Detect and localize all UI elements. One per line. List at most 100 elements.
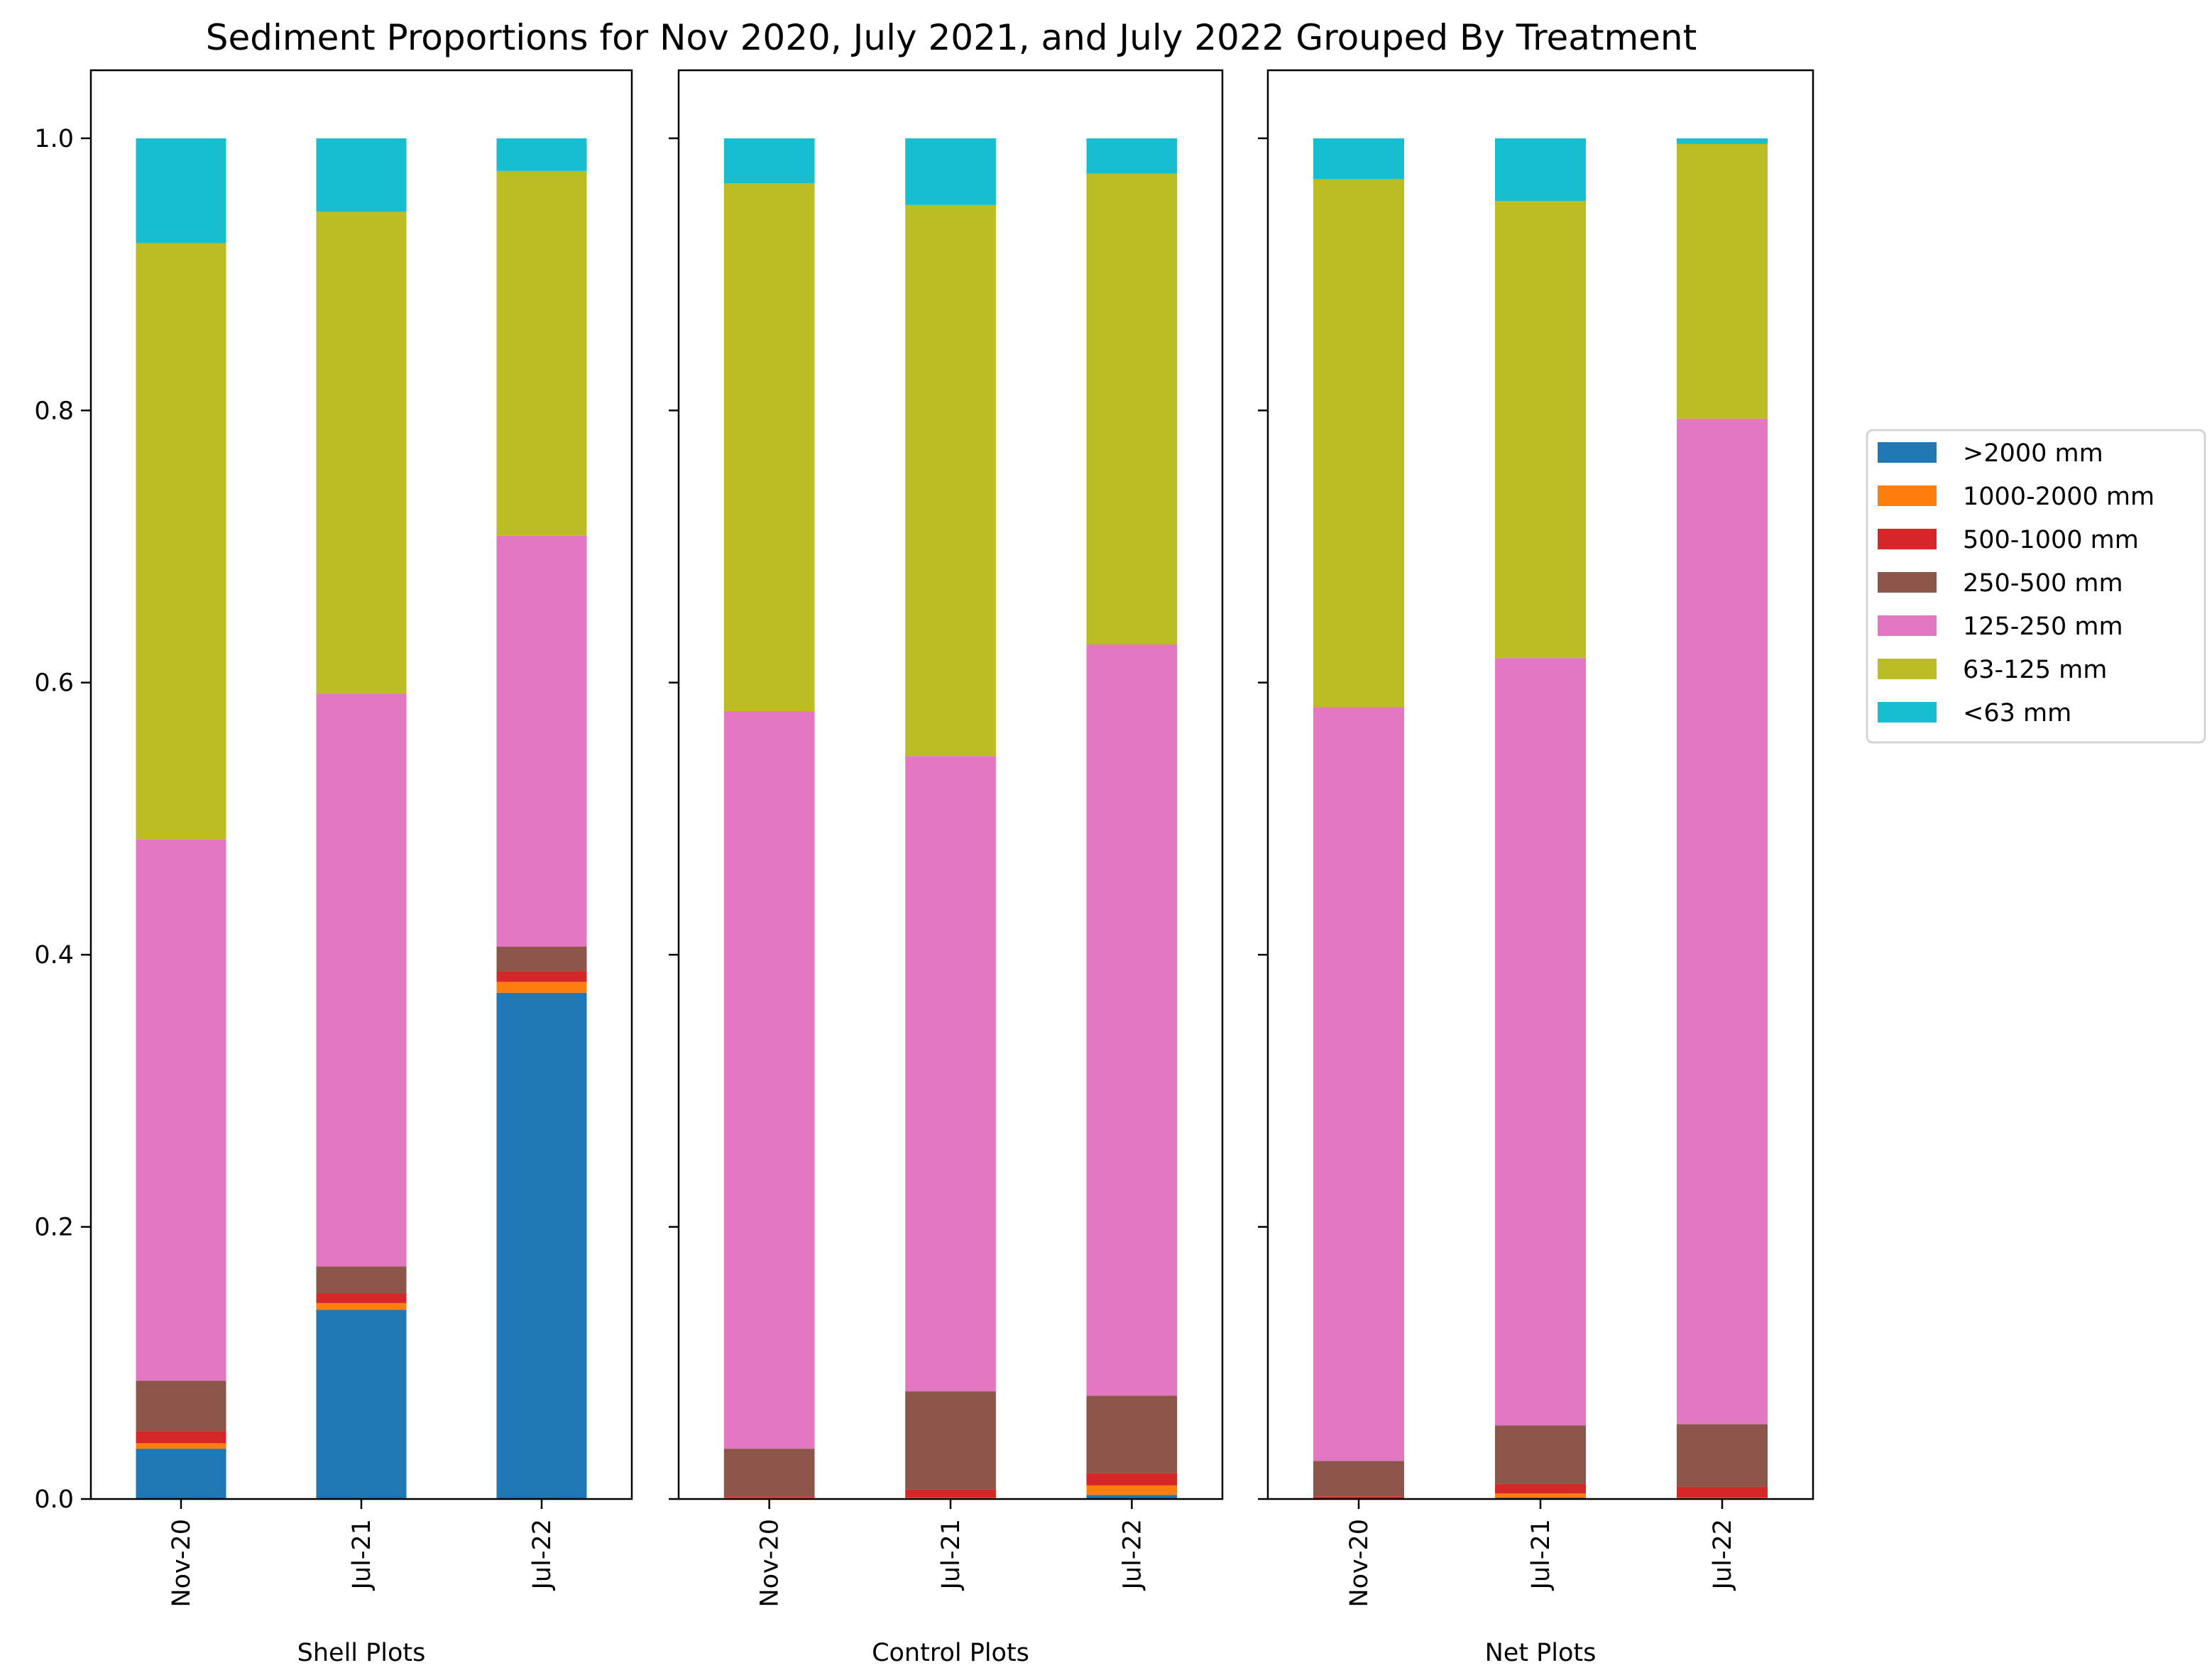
legend-label: 63-125 mm	[1963, 656, 2107, 684]
legend-swatch	[1878, 659, 1937, 679]
bar-segment	[1086, 1495, 1178, 1499]
legend-item: 63-125 mm	[1878, 656, 2107, 684]
bar-segment	[723, 1496, 815, 1498]
bar-segment	[1495, 658, 1586, 1426]
bar-segment	[1313, 1496, 1404, 1499]
x-axis-label: Net Plots	[1485, 1639, 1597, 1667]
x-tick-label: Jul-21	[937, 1519, 965, 1591]
bar-segment	[316, 693, 407, 1267]
bar-segment	[1495, 1425, 1586, 1484]
x-tick-label: Jul-22	[1118, 1519, 1146, 1591]
bar-segment	[1677, 138, 1768, 144]
bar-segment	[723, 711, 815, 1449]
bar-segment	[136, 1443, 226, 1449]
legend: >2000 mm 1000-2000 mm 500-1000 mm 250-500 m…	[1866, 429, 2206, 744]
bar-segment	[1495, 138, 1586, 202]
legend-item: 500-1000 mm	[1878, 526, 2139, 554]
bar-segment	[316, 212, 407, 694]
bar-segment	[723, 138, 815, 184]
legend-item: 125-250 mm	[1878, 613, 2123, 641]
bar-segment	[1086, 173, 1178, 644]
bar-segment	[1086, 644, 1178, 1396]
legend-label: 125-250 mm	[1963, 613, 2123, 641]
bar-segment	[496, 982, 587, 993]
x-tick-label: Jul-22	[1709, 1519, 1737, 1591]
legend-swatch	[1878, 615, 1937, 636]
legend-item: >2000 mm	[1878, 439, 2103, 468]
bar-segment	[1677, 1424, 1768, 1487]
bar-segment	[496, 971, 587, 982]
bar-segment	[136, 839, 226, 1381]
chart-title: Sediment Proportions for Nov 2020, July …	[206, 17, 1697, 58]
y-tick-label: 0.8	[34, 397, 74, 425]
bar-segment	[1313, 1461, 1404, 1497]
legend-label: 1000-2000 mm	[1963, 483, 2154, 511]
y-tick-label: 0.0	[34, 1486, 74, 1514]
legend-item: 250-500 mm	[1878, 569, 2123, 598]
panel-control-plots: Nov-20 Jul-21 Jul-22 Control Plots	[669, 69, 1224, 1667]
y-tick-label: 1.0	[34, 125, 74, 153]
x-axis-label: Shell Plots	[297, 1639, 426, 1667]
legend-label: >2000 mm	[1963, 439, 2103, 468]
bar-segment	[496, 138, 587, 171]
bar-segment	[1313, 179, 1404, 708]
bar-segment	[905, 1391, 996, 1490]
bar-segment	[136, 243, 226, 840]
panel-shell-plots: 0.0 0.2 0.4 0.6 0.8 1.0 Nov-20 Jul-21 Jul-22 Shel…	[34, 69, 633, 1667]
x-axis-label: Control Plots	[872, 1639, 1029, 1667]
bar-segment	[136, 1431, 226, 1444]
bar-segment	[496, 535, 587, 947]
legend-label: 250-500 mm	[1963, 569, 2123, 598]
bar-segment	[905, 756, 996, 1392]
bar-segment	[1086, 138, 1178, 174]
bar-segment	[1677, 418, 1768, 1424]
y-tick-label: 0.6	[34, 669, 74, 698]
bar-segment	[496, 992, 587, 1499]
bar-segment	[136, 138, 226, 243]
legend-label: <63 mm	[1963, 699, 2071, 728]
bar-segment	[905, 1489, 996, 1498]
legend-item: <63 mm	[1878, 699, 2071, 728]
x-tick-label: Nov-20	[168, 1519, 196, 1608]
x-tick-label: Jul-21	[1527, 1519, 1555, 1591]
bar-segment	[723, 183, 815, 712]
x-tick-label: Nov-20	[756, 1519, 784, 1608]
bar-segment	[316, 138, 407, 212]
bar-segment	[136, 1449, 226, 1499]
bar-segment	[723, 1449, 815, 1497]
legend-swatch	[1878, 485, 1937, 506]
bar-segment	[316, 1266, 407, 1294]
legend-frame	[1866, 429, 2206, 744]
panel-net-plots: Nov-20 Jul-21 Jul-22 Net Plots	[1258, 69, 1814, 1667]
bar-segment	[316, 1302, 407, 1310]
bar-segment	[496, 170, 587, 536]
bar-segment	[1495, 1483, 1586, 1494]
y-tick-label: 0.2	[34, 1214, 74, 1242]
bar-segment	[1677, 143, 1768, 419]
bar-segment	[136, 1380, 226, 1432]
bar-segment	[316, 1310, 407, 1499]
bar-segment	[1313, 138, 1404, 180]
bar-segment	[1086, 1473, 1178, 1486]
legend-swatch	[1878, 442, 1937, 463]
legend-label: 500-1000 mm	[1963, 526, 2139, 554]
x-tick-label: Jul-21	[348, 1519, 376, 1591]
bar-segment	[1313, 707, 1404, 1461]
bar-segment	[1086, 1485, 1178, 1495]
legend-swatch	[1878, 702, 1937, 723]
bar-segment	[1495, 201, 1586, 659]
x-tick-label: Jul-22	[528, 1519, 557, 1591]
bar-segment	[905, 138, 996, 205]
legend-item: 1000-2000 mm	[1878, 483, 2154, 511]
legend-swatch	[1878, 529, 1937, 549]
bar-segment	[1495, 1493, 1586, 1498]
bar-segment	[905, 204, 996, 757]
legend-swatch	[1878, 572, 1937, 593]
panels: 0.0 0.2 0.4 0.6 0.8 1.0 Nov-20 Jul-21 Jul-22 Shel…	[34, 69, 1814, 1667]
y-tick-label: 0.4	[34, 941, 74, 970]
bar-segment	[1086, 1395, 1178, 1473]
x-tick-label: Nov-20	[1345, 1519, 1374, 1608]
bar-segment	[496, 946, 587, 972]
bar-segment	[316, 1293, 407, 1303]
